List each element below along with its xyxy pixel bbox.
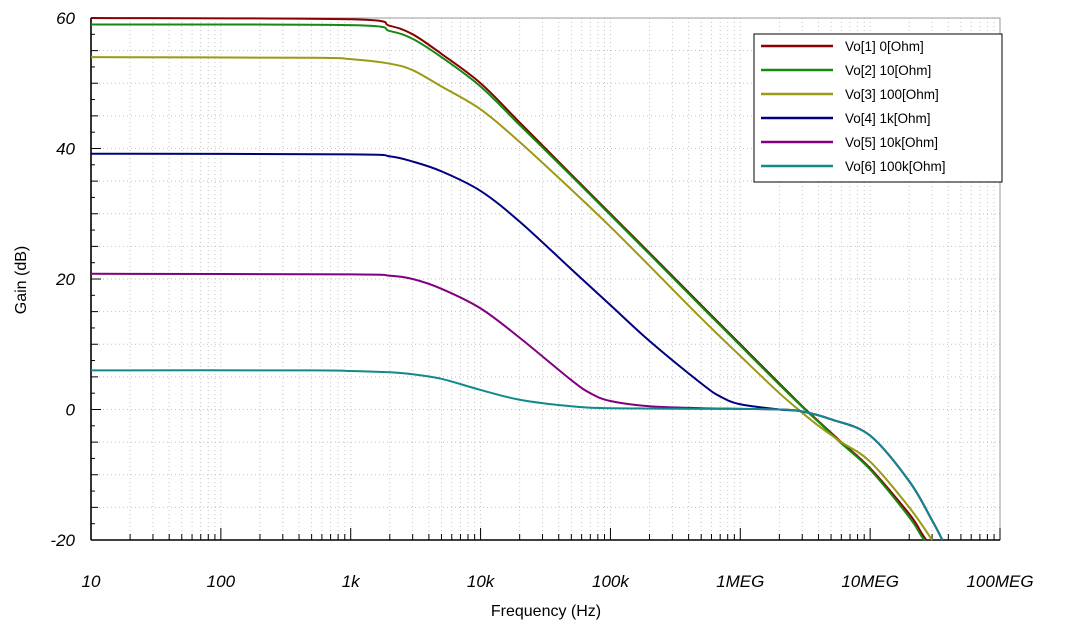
series-line-5: [90, 272, 944, 541]
series-curves: [90, 17, 944, 541]
legend-box: [753, 33, 1003, 183]
legend: Vo[1] 0[Ohm] Vo[2] 10[Ohm] Vo[3] 100[Ohm] V…: [753, 33, 1003, 183]
series-line-4: [90, 152, 944, 541]
x-tick-label: 100k: [592, 572, 630, 591]
legend-label-6: Vo[6] 100k[Ohm]: [845, 159, 946, 174]
x-tick-label: 10: [82, 572, 101, 591]
y-tick-label: 20: [55, 270, 75, 289]
x-tick-label: 10k: [467, 572, 496, 591]
series-line-3: [90, 56, 933, 541]
legend-label-4: Vo[4] 1k[Ohm]: [845, 111, 931, 126]
legend-label-2: Vo[2] 10[Ohm]: [845, 63, 931, 78]
y-tick-label: 60: [56, 9, 75, 28]
x-tick-label: 1k: [342, 572, 361, 591]
y-axis-title: Gain (dB): [13, 246, 30, 314]
legend-label-3: Vo[3] 100[Ohm]: [845, 87, 939, 102]
y-tick-label: 0: [66, 401, 76, 420]
x-axis-title: Frequency (Hz): [491, 603, 601, 620]
series-line-6: [90, 369, 944, 541]
x-tick-label: 100: [207, 572, 236, 591]
y-tick-label: -20: [50, 531, 75, 550]
legend-label-1: Vo[1] 0[Ohm]: [845, 39, 924, 54]
grid: [91, 18, 1000, 540]
legend-label-5: Vo[5] 10k[Ohm]: [845, 135, 938, 150]
tick-marks: [90, 17, 1001, 541]
series-line-2: [90, 23, 926, 541]
x-tick-label: 10MEG: [841, 572, 899, 591]
x-tick-label: 100MEG: [966, 572, 1033, 591]
axis-titles: Frequency (Hz) Gain (dB): [13, 246, 601, 620]
y-tick-label: 40: [56, 140, 75, 159]
tick-labels: 10 100 1k 10k 100k 1MEG 10MEG 100MEG 60 40 20 0 -20: [50, 9, 1033, 591]
x-tick-label: 1MEG: [716, 572, 764, 591]
